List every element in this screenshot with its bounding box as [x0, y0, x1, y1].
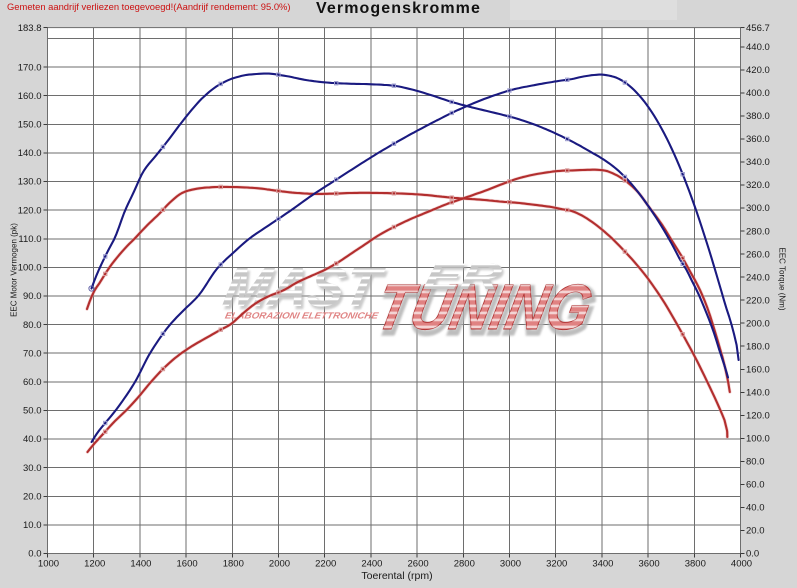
- svg-text:180.0: 180.0: [746, 341, 770, 352]
- svg-text:80.0: 80.0: [23, 320, 42, 331]
- svg-text:160.0: 160.0: [18, 91, 42, 102]
- svg-text:100.0: 100.0: [746, 434, 770, 445]
- svg-text:140.0: 140.0: [18, 148, 42, 159]
- svg-text:10.0: 10.0: [23, 520, 42, 531]
- svg-text:456.7: 456.7: [746, 23, 770, 34]
- svg-text:Toerental (rpm): Toerental (rpm): [361, 570, 432, 582]
- svg-text:130.0: 130.0: [18, 177, 42, 188]
- svg-text:20.0: 20.0: [746, 526, 765, 537]
- svg-text:TUNING: TUNING: [370, 271, 598, 343]
- svg-text:320.0: 320.0: [746, 180, 770, 191]
- svg-text:1200: 1200: [84, 559, 105, 570]
- svg-text:50.0: 50.0: [23, 406, 42, 417]
- svg-text:40.0: 40.0: [23, 434, 42, 445]
- svg-text:2000: 2000: [269, 559, 290, 570]
- svg-text:400.0: 400.0: [746, 88, 770, 99]
- svg-text:120.0: 120.0: [746, 411, 770, 422]
- svg-text:200.0: 200.0: [746, 318, 770, 329]
- svg-text:2600: 2600: [408, 559, 429, 570]
- svg-text:240.0: 240.0: [746, 272, 770, 283]
- svg-text:1400: 1400: [130, 559, 151, 570]
- svg-text:260.0: 260.0: [746, 249, 770, 260]
- svg-text:MAST: MAST: [221, 260, 391, 321]
- svg-text:420.0: 420.0: [746, 65, 770, 76]
- svg-text:0.0: 0.0: [28, 549, 41, 560]
- svg-text:3000: 3000: [500, 559, 521, 570]
- svg-text:280.0: 280.0: [746, 226, 770, 237]
- svg-text:90.0: 90.0: [23, 291, 42, 302]
- svg-text:3400: 3400: [592, 559, 613, 570]
- svg-text:3800: 3800: [685, 559, 706, 570]
- svg-text:ER: ER: [423, 258, 508, 300]
- svg-text:1000: 1000: [38, 559, 59, 570]
- svg-text:ER: ER: [421, 255, 506, 297]
- svg-text:EEC Motor Vermogen (pk): EEC Motor Vermogen (pk): [10, 223, 19, 317]
- svg-text:60.0: 60.0: [23, 377, 42, 388]
- svg-text:4000: 4000: [731, 559, 752, 570]
- svg-text:ELABORAZIONI ELETTRONICHE: ELABORAZIONI ELETTRONICHE: [224, 311, 380, 321]
- svg-text:140.0: 140.0: [746, 388, 770, 399]
- svg-text:2400: 2400: [361, 559, 382, 570]
- svg-text:30.0: 30.0: [23, 463, 42, 474]
- svg-text:150.0: 150.0: [18, 120, 42, 131]
- svg-text:MAST: MAST: [218, 257, 388, 318]
- svg-text:120.0: 120.0: [18, 205, 42, 216]
- svg-text:3600: 3600: [639, 559, 660, 570]
- svg-text:440.0: 440.0: [746, 42, 770, 53]
- svg-text:Gemeten aandrijf verliezen toe: Gemeten aandrijf verliezen toegevoegd!(A…: [7, 1, 291, 12]
- svg-text:80.0: 80.0: [746, 457, 765, 468]
- svg-text:40.0: 40.0: [746, 503, 765, 514]
- svg-text:220.0: 220.0: [746, 295, 770, 306]
- svg-text:70.0: 70.0: [23, 348, 42, 359]
- svg-text:EEC Torque (Nm): EEC Torque (Nm): [778, 248, 787, 311]
- svg-text:Vermogenskromme: Vermogenskromme: [316, 0, 481, 17]
- svg-text:20.0: 20.0: [23, 492, 42, 503]
- svg-text:183.8: 183.8: [18, 23, 42, 34]
- svg-text:360.0: 360.0: [746, 134, 770, 145]
- svg-text:2800: 2800: [454, 559, 475, 570]
- svg-text:100.0: 100.0: [18, 263, 42, 274]
- svg-text:380.0: 380.0: [746, 111, 770, 122]
- svg-text:1800: 1800: [223, 559, 244, 570]
- svg-text:60.0: 60.0: [746, 480, 765, 491]
- svg-text:ER: ER: [421, 255, 506, 297]
- svg-text:0.0: 0.0: [746, 549, 759, 560]
- svg-text:MAST: MAST: [218, 257, 388, 318]
- svg-text:3200: 3200: [546, 559, 567, 570]
- svg-text:340.0: 340.0: [746, 157, 770, 168]
- svg-text:TUNING: TUNING: [372, 274, 600, 346]
- svg-text:110.0: 110.0: [18, 234, 41, 245]
- svg-text:2200: 2200: [315, 559, 336, 570]
- svg-text:160.0: 160.0: [746, 365, 770, 376]
- svg-text:300.0: 300.0: [746, 203, 770, 214]
- svg-text:170.0: 170.0: [18, 62, 42, 73]
- svg-text:TUNING: TUNING: [370, 271, 598, 343]
- svg-text:1600: 1600: [177, 559, 198, 570]
